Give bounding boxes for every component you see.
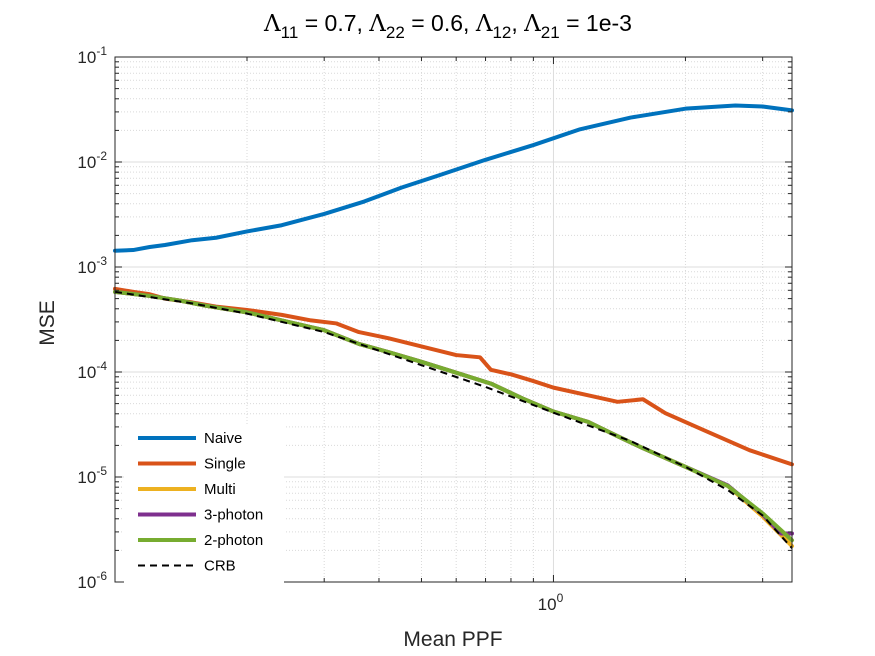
- y-tick-exponent: -3: [96, 254, 107, 268]
- major-grid: [115, 57, 792, 582]
- title-greek-symbol: Λ: [475, 11, 493, 37]
- title-text: = 0.7,: [298, 10, 369, 36]
- y-tick-base: 10: [77, 153, 96, 172]
- y-tick-exponent: -5: [96, 464, 107, 478]
- y-tick-labels: 10-110-210-310-410-510-6: [77, 44, 107, 592]
- y-tick-label: 10-1: [77, 44, 107, 67]
- legend: Naive Single Multi 3-photon 2-photon CRB: [124, 424, 284, 583]
- title-text: ,: [511, 10, 524, 36]
- y-tick-label: 10-6: [77, 569, 107, 592]
- x-tick-labels: 100: [538, 591, 564, 614]
- y-tick-exponent: -2: [96, 149, 107, 163]
- y-tick-label: 10-2: [77, 149, 107, 172]
- y-tick-base: 10: [77, 573, 96, 592]
- series-line-crb: [114, 290, 793, 549]
- y-tick-base: 10: [77, 468, 96, 487]
- y-tick-base: 10: [77, 258, 96, 277]
- y-tick-label: 10-4: [77, 359, 107, 382]
- y-tick-base: 10: [77, 363, 96, 382]
- title-greek-symbol: Λ: [263, 11, 281, 37]
- legend-label: CRB: [204, 558, 236, 575]
- title-subscript: 12: [492, 23, 511, 42]
- y-tick-label: 10-3: [77, 254, 107, 277]
- legend-label: Multi: [204, 481, 236, 498]
- title-subscript: 21: [541, 23, 560, 42]
- y-axis-label: MSE: [36, 300, 59, 346]
- plot-frame: [114, 56, 793, 583]
- title-subscript: 11: [281, 23, 299, 42]
- series-line-2-photon: [113, 289, 794, 543]
- title-greek-symbol: Λ: [368, 11, 386, 37]
- legend-label: 2-photon: [204, 532, 263, 549]
- y-tick-label: 10-5: [77, 464, 107, 487]
- title-text: = 1e-3: [560, 10, 632, 36]
- legend-label: Single: [204, 456, 246, 473]
- title-greek-symbol: Λ: [523, 11, 541, 37]
- x-tick-exponent: 0: [557, 591, 564, 605]
- legend-label: Naive: [204, 430, 242, 447]
- x-axis-label: Mean PPF: [403, 628, 502, 651]
- series-layer: [113, 103, 794, 549]
- title-subscript: 22: [386, 23, 405, 42]
- chart-title: Λ11 = 0.7, Λ22 = 0.6, Λ12, Λ21 = 1e-3: [263, 10, 632, 42]
- y-tick-exponent: -6: [96, 569, 107, 583]
- series-line-naive: [113, 103, 794, 253]
- x-tick-base: 10: [538, 595, 557, 614]
- y-tick-base: 10: [77, 48, 96, 67]
- legend-box: [124, 424, 284, 583]
- y-tick-exponent: -4: [96, 359, 107, 373]
- x-tick-label: 100: [538, 591, 564, 614]
- y-tick-exponent: -1: [96, 44, 107, 58]
- tick-marks: [115, 56, 792, 583]
- legend-label: 3-photon: [204, 507, 263, 524]
- title-text: = 0.6,: [405, 10, 476, 36]
